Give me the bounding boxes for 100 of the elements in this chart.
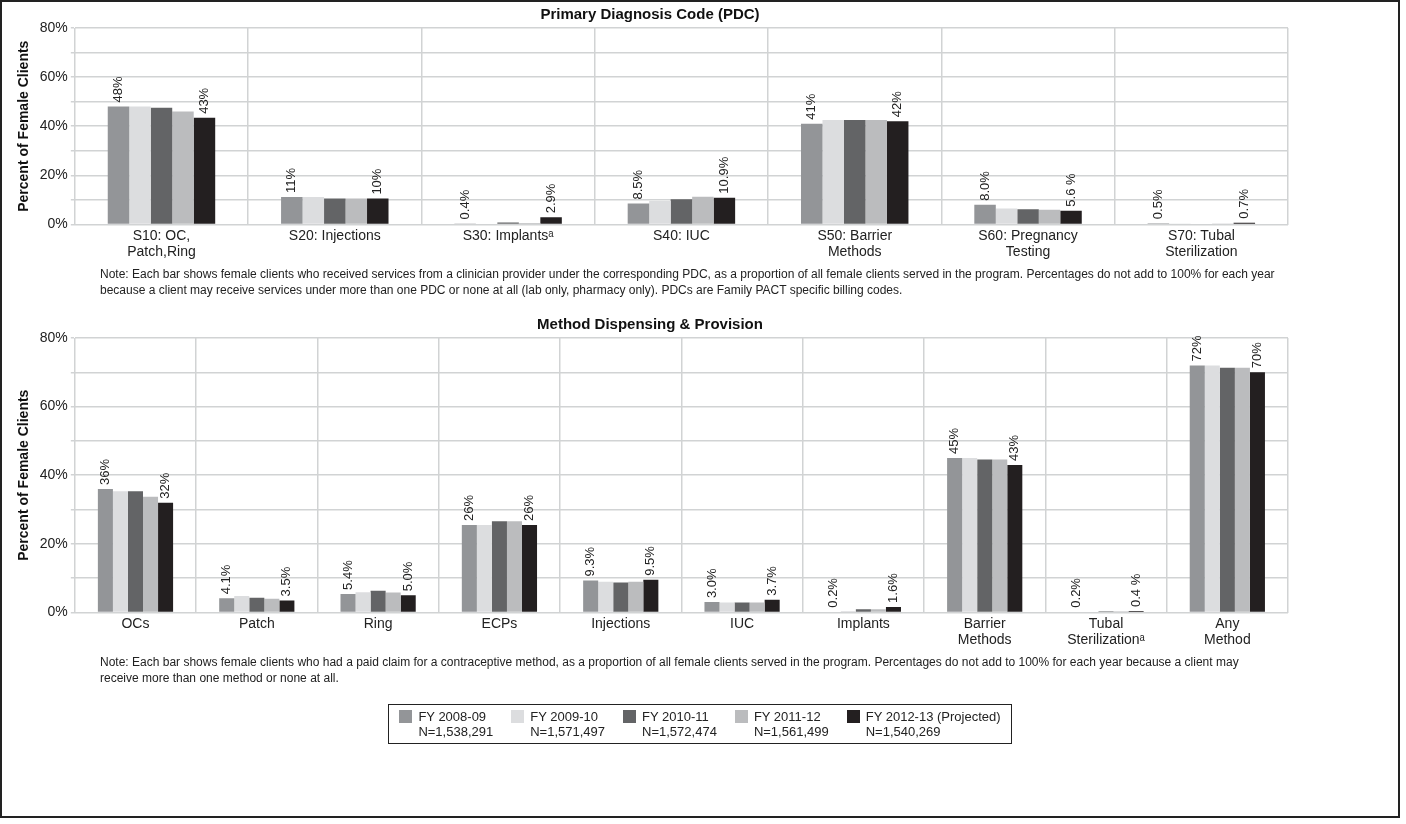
x-tick-label: S70: Tubal Sterilization xyxy=(1165,226,1238,260)
x-tick-label: Implants xyxy=(836,614,890,631)
y-axis-title: Percent of Female Clients xyxy=(15,40,32,212)
data-label: 10% xyxy=(369,168,385,195)
bar xyxy=(865,120,887,224)
x-tick-label: S50: Barrier Methods xyxy=(817,226,893,260)
y-tick-label: 80% xyxy=(39,18,68,35)
bar xyxy=(992,459,1008,612)
y-tick-label: 0% xyxy=(47,603,68,620)
bar xyxy=(613,582,629,612)
x-tick-label: Patch xyxy=(238,614,275,631)
bar xyxy=(886,121,909,224)
bar xyxy=(264,598,280,612)
data-label: 3.7% xyxy=(763,565,779,596)
x-tick-label: S60: Pregnancy Testing xyxy=(978,226,1078,260)
data-label: 32% xyxy=(157,472,173,499)
legend-label: FY 2012-13 (Projected) N=1,540,269 xyxy=(865,709,1001,739)
data-label: 5.4% xyxy=(339,559,355,590)
bar xyxy=(97,488,113,612)
y-tick-label: 20% xyxy=(39,166,68,183)
y-tick-label: 0% xyxy=(47,215,68,232)
bar xyxy=(506,521,522,612)
bar xyxy=(219,598,235,612)
bar xyxy=(461,524,477,612)
x-tick-label: Barrier Methods xyxy=(957,614,1012,648)
bar xyxy=(1234,367,1250,612)
bar xyxy=(193,117,216,224)
data-label: 45% xyxy=(946,427,962,455)
text: Note: Each bar shows female clients who received services from a clinician provider under the corresponding PDC, as a proportion of all female clients served in the program. Percentages do not add to 100% for each year because a client may receive services under more than one PDC or none at all (lab only, pharmacy only). PDCs are Family PACT specific billing codes. xyxy=(100,266,1276,298)
bar xyxy=(1038,209,1061,224)
data-label: 72% xyxy=(1188,334,1204,362)
bar xyxy=(764,599,780,612)
bar xyxy=(279,600,295,612)
data-label: 48% xyxy=(110,76,126,103)
bar xyxy=(281,196,303,224)
bar xyxy=(704,602,720,612)
bar xyxy=(628,581,644,612)
bar xyxy=(324,198,346,224)
data-label: 5.6 % xyxy=(1062,172,1078,207)
bar xyxy=(713,197,736,224)
y-tick-label: 60% xyxy=(39,67,68,84)
bar xyxy=(734,602,750,612)
data-label: 36% xyxy=(96,458,112,485)
bar xyxy=(540,217,562,224)
data-label: 8.5% xyxy=(630,169,646,200)
data-label: 0.7% xyxy=(1235,188,1251,219)
data-label: 26% xyxy=(460,494,476,521)
x-tick-label: S20: Injections xyxy=(288,226,381,243)
bar xyxy=(1219,367,1235,612)
data-label: 9.3% xyxy=(582,546,598,577)
bar xyxy=(1249,372,1265,612)
x-tick-label: S30: Implantsᵃ xyxy=(462,226,555,243)
bar xyxy=(749,602,765,612)
bar xyxy=(107,106,130,224)
data-label: 3.5% xyxy=(278,566,294,597)
data-label: 4.1% xyxy=(218,564,234,595)
legend-label: FY 2011-12 N=1,561,499 xyxy=(753,709,829,739)
x-tick-label: Tubal Sterilizationᵃ xyxy=(1067,614,1146,648)
bar xyxy=(977,459,993,612)
data-label: 9.5% xyxy=(642,545,658,576)
data-label: 0.2% xyxy=(824,577,840,608)
bar xyxy=(158,502,174,612)
data-label: 0.4% xyxy=(456,189,472,220)
data-label: 41% xyxy=(803,93,819,120)
x-tick-label: S40: IUC xyxy=(653,226,710,243)
legend-label: FY 2008-09 N=1,538,291 xyxy=(418,709,494,739)
data-label: 43% xyxy=(196,87,212,114)
x-tick-label: Ring xyxy=(363,614,393,631)
bar xyxy=(385,592,401,612)
bar xyxy=(370,590,386,612)
bar xyxy=(143,496,159,612)
data-label: 26% xyxy=(521,494,537,521)
bar xyxy=(491,521,507,612)
chart-title: Method Dispensing & Provision xyxy=(537,315,763,333)
bar xyxy=(340,593,356,612)
bar xyxy=(627,203,650,224)
x-tick-label: OCs xyxy=(121,614,150,631)
data-label: 5.0% xyxy=(399,561,415,592)
bar xyxy=(345,198,368,224)
bar xyxy=(801,123,823,224)
legend-label: FY 2010-11 N=1,572,474 xyxy=(642,709,717,739)
data-label: 43% xyxy=(1006,434,1022,461)
bar xyxy=(1017,209,1039,224)
bar xyxy=(1189,365,1205,612)
bar xyxy=(522,524,538,612)
y-tick-label: 20% xyxy=(39,534,68,551)
data-label: 0.2% xyxy=(1067,577,1083,608)
data-label: 70% xyxy=(1249,341,1265,369)
data-label: 2.9% xyxy=(542,183,558,214)
bar xyxy=(249,597,265,612)
x-tick-label: S10: OC, Patch,Ring xyxy=(127,226,196,260)
x-tick-label: ECPs xyxy=(481,614,518,631)
bar xyxy=(643,579,659,612)
bar xyxy=(400,595,416,612)
chart-title: Primary Diagnosis Code (PDC) xyxy=(540,5,760,23)
bar xyxy=(367,198,389,224)
y-tick-label: 60% xyxy=(39,397,68,414)
data-label: 42% xyxy=(889,90,905,118)
bar xyxy=(947,458,963,612)
bar xyxy=(1007,464,1023,612)
